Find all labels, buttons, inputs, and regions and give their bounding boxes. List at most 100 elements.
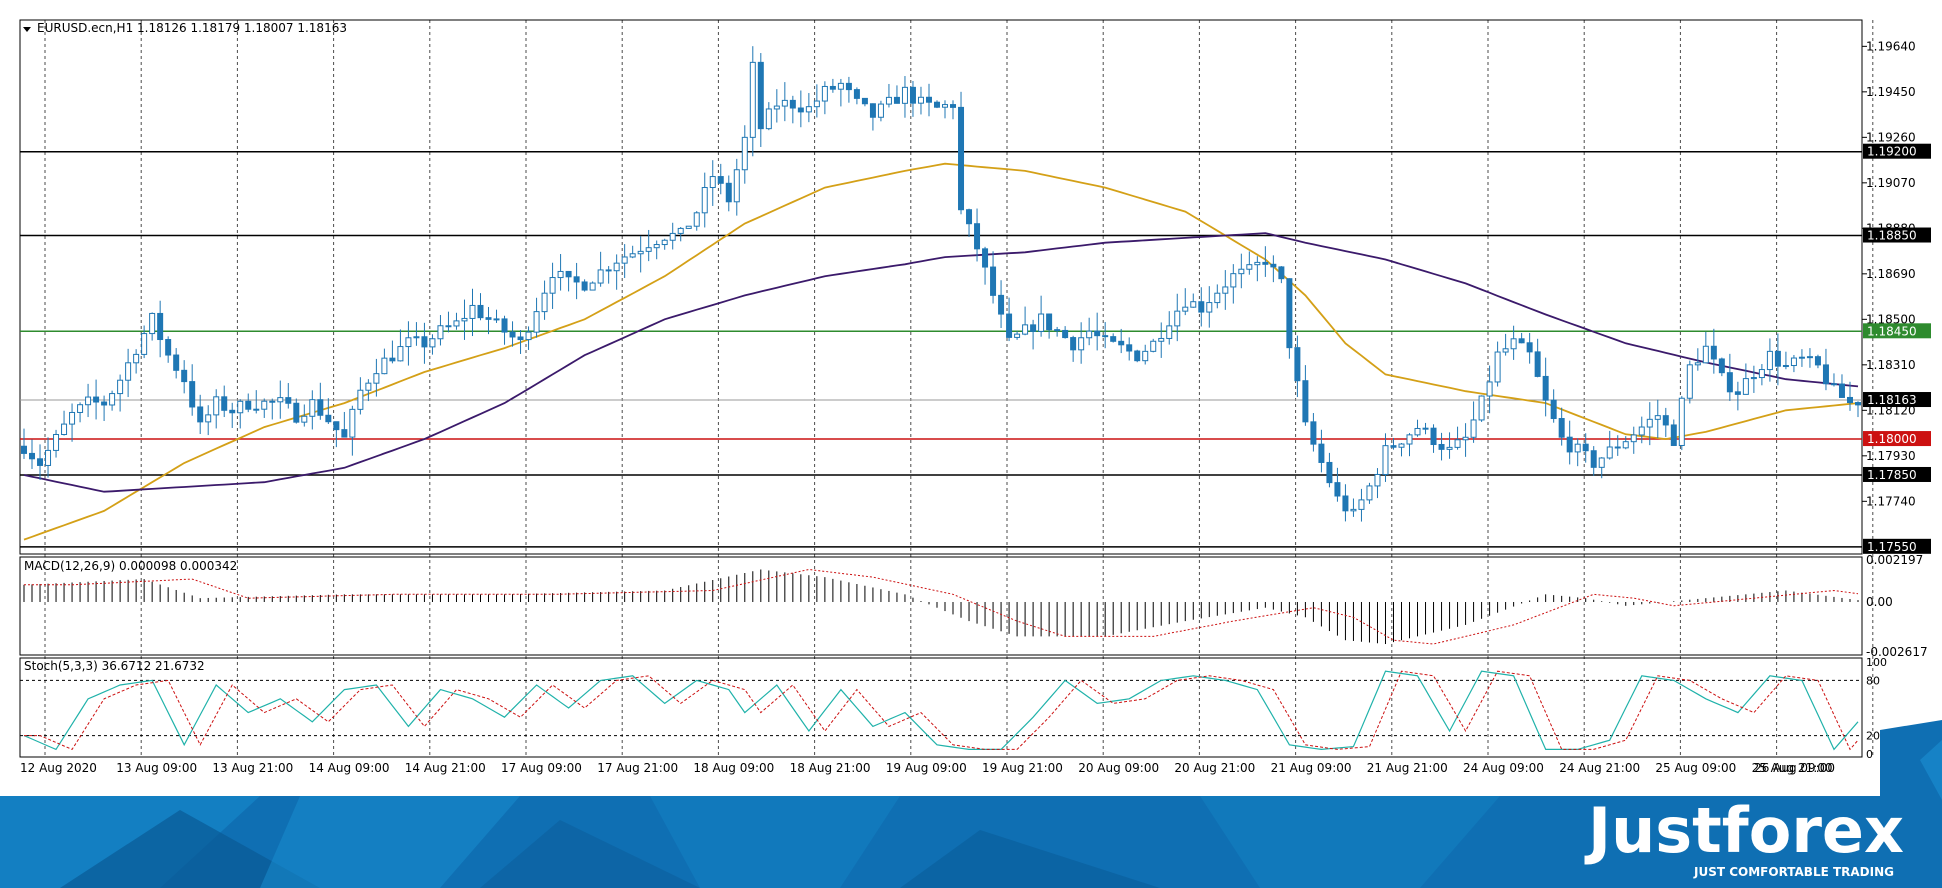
time-label: 25 Aug 21:00: [1752, 761, 1833, 775]
candle-body: [1782, 365, 1789, 368]
time-label: 17 Aug 21:00: [597, 761, 678, 775]
candle-body: [966, 209, 973, 225]
candle-body: [990, 266, 997, 296]
candle-body: [1486, 381, 1493, 397]
candle-body: [958, 106, 965, 211]
candle-body: [837, 82, 844, 90]
candle-body: [982, 248, 989, 268]
candle-body: [597, 269, 604, 284]
candle-body: [1742, 378, 1749, 395]
candle-body: [197, 406, 204, 423]
candle-body: [933, 101, 940, 108]
candle-body: [829, 85, 836, 90]
stoch-tick-label: 0: [1866, 748, 1873, 761]
candle-body: [1734, 391, 1741, 395]
candle-body: [974, 223, 981, 250]
candle-body: [1526, 342, 1533, 353]
candle-body: [1110, 336, 1117, 342]
candle-body: [525, 331, 532, 341]
candle-body: [261, 400, 268, 410]
stoch-d-line: [24, 670, 1859, 751]
candle-body: [1046, 313, 1053, 331]
price-tick-label: 1.19640: [1866, 39, 1916, 53]
candle-body: [341, 429, 348, 438]
candle-body: [1014, 333, 1021, 338]
candle-body: [773, 105, 780, 110]
candle-body: [733, 169, 740, 203]
candle-body: [429, 338, 436, 348]
candle-body: [573, 276, 580, 283]
candle-body: [1310, 421, 1317, 445]
symbol-header: EURUSD.ecn,H1 1.18126 1.18179 1.18007 1.…: [37, 21, 347, 35]
time-label: 17 Aug 09:00: [501, 761, 582, 775]
candle-body: [1086, 330, 1093, 339]
price-tick-label: 1.18500: [1866, 312, 1916, 326]
candle-body: [45, 449, 52, 466]
candle-body: [1694, 362, 1701, 366]
candle-body: [998, 294, 1005, 315]
candle-body: [1822, 364, 1829, 385]
candle-body: [1302, 380, 1309, 423]
price-panel-frame: [19, 19, 1863, 555]
candle-body: [1646, 418, 1653, 428]
stoch-label: Stoch(5,3,3) 36.6712 21.6732: [24, 659, 205, 673]
candle-body: [1254, 261, 1261, 266]
candle-body: [1534, 351, 1541, 377]
candle-body: [1006, 313, 1013, 338]
candle-body: [549, 277, 556, 294]
candle-body: [1094, 330, 1101, 337]
symbol-dropdown-icon[interactable]: [23, 27, 31, 32]
candle-body: [701, 187, 708, 214]
candle-body: [1262, 261, 1269, 265]
candle-body: [797, 107, 804, 113]
candle-body: [1462, 436, 1469, 441]
candle-body: [1726, 372, 1733, 393]
candle-body: [381, 357, 388, 375]
candle-body: [1334, 482, 1341, 497]
stoch-tick-label: 20: [1866, 730, 1880, 743]
price-tick-label: 1.19260: [1866, 130, 1916, 144]
candle-body: [821, 85, 828, 102]
level-tag-label: 1.17550: [1867, 540, 1917, 554]
candle-body: [1222, 286, 1229, 294]
macd-tick-label: -0.002617: [1866, 645, 1928, 659]
candle-body: [109, 393, 116, 406]
candle-body: [1582, 443, 1589, 452]
candle-body: [1342, 495, 1349, 512]
price-tick-label: 1.19070: [1866, 176, 1916, 190]
candle-body: [221, 396, 228, 411]
candle-body: [1798, 356, 1805, 359]
candle-body: [189, 381, 196, 408]
candle-body: [1374, 473, 1381, 487]
level-tag-bg: [1863, 143, 1931, 159]
macd-tick-label: 0.002197: [1866, 553, 1923, 567]
candle-body: [1566, 436, 1573, 453]
candle-body: [685, 225, 692, 229]
candle-body: [1422, 427, 1429, 430]
candle-body: [285, 397, 292, 404]
candle-body: [125, 362, 132, 381]
stoch-k-line: [23, 670, 1859, 751]
candle-body: [365, 382, 372, 391]
candle-body: [1630, 434, 1637, 443]
candle-body: [293, 402, 300, 423]
horizontal-levels: [20, 150, 1862, 548]
candle-body: [93, 396, 100, 403]
candle-body: [1326, 461, 1333, 484]
candle-body: [1062, 329, 1069, 339]
macd-panel-frame: [19, 556, 1863, 656]
candle-body: [1758, 369, 1765, 379]
candle-body: [477, 304, 484, 319]
candle-body: [1190, 301, 1197, 308]
candle-body: [1830, 383, 1837, 386]
candle-body: [1134, 350, 1141, 362]
candle-body: [693, 212, 700, 227]
candle-body: [789, 99, 796, 109]
candle-body: [245, 400, 252, 410]
candle-body: [165, 339, 172, 356]
candle-body: [637, 250, 644, 255]
time-label: 12 Aug 2020: [20, 761, 97, 775]
time-label: 26 Aug 09:00: [1754, 761, 1835, 775]
candle-body: [709, 176, 716, 189]
candle-body: [21, 445, 28, 454]
